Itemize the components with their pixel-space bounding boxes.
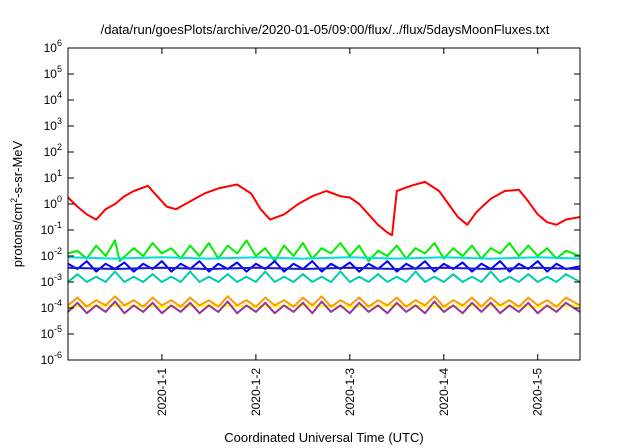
y-tick-label-8: 102 [44, 142, 62, 159]
series-line-6 [67, 270, 581, 283]
y-tick-label-5: 10-1 [41, 220, 62, 237]
y-tick-label-0: 10-6 [41, 350, 62, 367]
y-tick-label-exp-9: 3 [57, 116, 62, 126]
y-tick-label-base-12: 10 [44, 41, 58, 55]
y-axis-label-superscript: 2 [9, 198, 19, 203]
y-tick-label-10: 104 [44, 90, 62, 107]
series-line-9 [67, 300, 581, 315]
series-line-8 [67, 295, 581, 308]
y-tick-label-7: 101 [44, 168, 62, 185]
y-tick-label-base-3: 10 [41, 275, 55, 289]
y-axis-label-part-1: protons/cm [10, 203, 25, 267]
y-axis-label-part-2: -s-sr-MeV [10, 140, 25, 197]
y-tick-label-exp-11: 5 [57, 64, 62, 74]
plot-frame [67, 47, 581, 361]
y-tick-label-base-0: 10 [41, 353, 55, 367]
y-tick-label-base-5: 10 [41, 223, 55, 237]
y-tick-label-exp-4: -2 [54, 246, 62, 256]
y-tick-label-1: 10-5 [41, 324, 62, 341]
y-tick-label-base-11: 10 [44, 67, 58, 81]
series-line-2 [67, 239, 581, 263]
y-tick-label-exp-6: 0 [57, 194, 62, 204]
y-axis: 10-610-510-410-310-210-11001011021031041… [41, 38, 580, 367]
y-tick-label-base-9: 10 [44, 119, 58, 133]
series-layer [67, 180, 581, 315]
series-line-5 [67, 266, 581, 270]
y-tick-label-base-4: 10 [41, 249, 55, 263]
y-tick-label-3: 10-3 [41, 272, 62, 289]
series-line-4 [67, 260, 581, 273]
x-axis-label: Coordinated Universal Time (UTC) [224, 430, 423, 445]
y-tick-label-base-2: 10 [41, 301, 55, 315]
x-tick-label-3: 2020-1-4 [437, 368, 451, 416]
y-tick-label-base-10: 10 [44, 93, 58, 107]
x-tick-label-1: 2020-1-2 [249, 368, 263, 416]
y-tick-label-12: 106 [44, 38, 62, 55]
y-tick-label-6: 100 [44, 194, 62, 211]
x-axis: 2020-1-1 2020-1-2 2020-1-3 2020-1-4 2020-1-5 [155, 48, 545, 416]
y-tick-label-4: 10-2 [41, 246, 62, 263]
y-tick-label-exp-3: -3 [54, 272, 62, 282]
series-line-3 [67, 256, 581, 260]
y-tick-label-exp-7: 1 [57, 168, 62, 178]
chart-title: /data/run/goesPlots/archive/2020-01-05/0… [101, 22, 550, 37]
y-tick-label-exp-5: -1 [54, 220, 62, 230]
series-line-1 [67, 180, 581, 237]
y-tick-label-2: 10-4 [41, 298, 62, 315]
y-tick-label-exp-12: 6 [57, 38, 62, 48]
y-tick-label-exp-10: 4 [57, 90, 62, 100]
x-tick-label-2: 2020-1-3 [343, 368, 357, 416]
y-tick-label-base-6: 10 [44, 197, 58, 211]
y-tick-label-exp-2: -4 [54, 298, 62, 308]
y-tick-label-exp-1: -5 [54, 324, 62, 334]
y-tick-label-base-8: 10 [44, 145, 58, 159]
y-tick-label-exp-8: 2 [57, 142, 62, 152]
y-tick-label-9: 103 [44, 116, 62, 133]
y-axis-label: protons/cm2-s-sr-MeV [9, 140, 25, 267]
y-tick-label-base-1: 10 [41, 327, 55, 341]
y-tick-label-exp-0: -6 [54, 350, 62, 360]
x-tick-label-0: 2020-1-1 [155, 368, 169, 416]
x-tick-label-4: 2020-1-5 [531, 368, 545, 416]
y-tick-label-11: 105 [44, 64, 62, 81]
y-tick-label-base-7: 10 [44, 171, 58, 185]
